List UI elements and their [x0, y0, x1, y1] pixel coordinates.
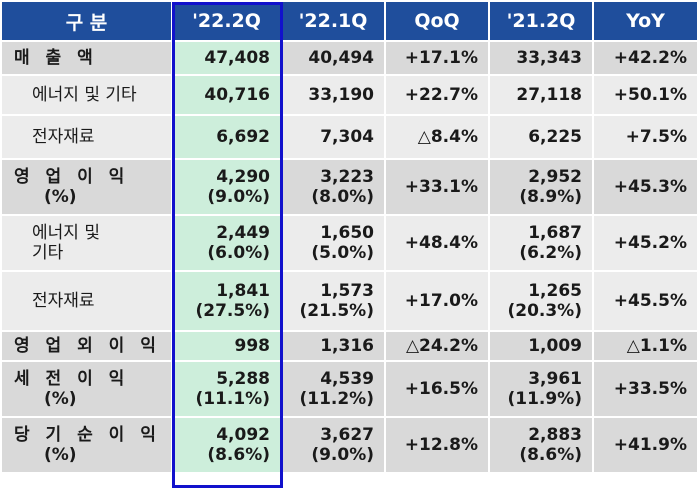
- row-label-pct: (%): [44, 445, 77, 465]
- table-row: 에너지 및 기타 2,449 (6.0%) 1,650 (5.0%) +48.4% 1…: [2, 215, 697, 272]
- cell-22-1q: 1,650 (5.0%): [281, 215, 386, 272]
- header-yoy: YoY: [593, 2, 697, 42]
- cell-22-2q: 47,408: [172, 41, 282, 76]
- cell-22-1q: 7,304: [281, 115, 386, 160]
- row-label-main: 영 업 이 익: [14, 167, 130, 187]
- row-label-main: 세 전 이 익: [14, 369, 130, 389]
- cell-yoy: +45.2%: [593, 215, 697, 272]
- header-category: 구 분: [2, 2, 173, 42]
- cell-22-1q: 3,223 (8.0%): [281, 159, 386, 216]
- row-label: 에너지 및 기타: [2, 215, 173, 272]
- cell-qoq: +12.8%: [385, 417, 490, 474]
- row-label: 영 업 이 익 (%): [2, 159, 173, 216]
- cell-yoy: +42.2%: [593, 41, 697, 76]
- cell-22-1q: 4,539 (11.2%): [281, 361, 386, 418]
- row-label: 당 기 순 이 익 (%): [2, 417, 173, 474]
- cell-22-2q: 4,092 (8.6%): [172, 417, 282, 474]
- cell-yoy: +33.5%: [593, 361, 697, 418]
- row-label: 에너지 및 기타: [2, 75, 173, 116]
- cell-qoq: +17.0%: [385, 271, 490, 332]
- row-label: 세 전 이 익 (%): [2, 361, 173, 418]
- table-row: 전자재료 1,841 (27.5%) 1,573 (21.5%) +17.0% 1,…: [2, 271, 697, 332]
- cell-yoy: +45.3%: [593, 159, 697, 216]
- header-22-2q: '22.2Q: [172, 2, 282, 42]
- cell-qoq: +48.4%: [385, 215, 490, 272]
- header-22-1q: '22.1Q: [281, 2, 386, 42]
- row-label: 전자재료: [2, 115, 173, 160]
- cell-22-2q: 5,288 (11.1%): [172, 361, 282, 418]
- cell-22-2q: 998: [172, 331, 282, 362]
- cell-22-2q: 2,449 (6.0%): [172, 215, 282, 272]
- row-label-pct: (%): [44, 389, 77, 409]
- header-21-2q: '21.2Q: [489, 2, 594, 42]
- table-row: 영 업 외 이 익 998 1,316 △24.2% 1,009 △1.1%: [2, 331, 697, 362]
- cell-21-2q: 2,883 (8.6%): [489, 417, 594, 474]
- cell-qoq: △8.4%: [385, 115, 490, 160]
- cell-22-2q: 4,290 (9.0%): [172, 159, 282, 216]
- row-label: 전자재료: [2, 271, 173, 332]
- cell-22-1q: 1,316: [281, 331, 386, 362]
- cell-22-2q: 1,841 (27.5%): [172, 271, 282, 332]
- financial-table: 구 분 '22.2Q '22.1Q QoQ '21.2Q YoY 매 출 액 4…: [2, 2, 697, 474]
- cell-qoq: +16.5%: [385, 361, 490, 418]
- cell-qoq: +33.1%: [385, 159, 490, 216]
- cell-yoy: +50.1%: [593, 75, 697, 116]
- cell-qoq: △24.2%: [385, 331, 490, 362]
- cell-22-1q: 3,627 (9.0%): [281, 417, 386, 474]
- cell-21-2q: 33,343: [489, 41, 594, 76]
- table-row: 영 업 이 익 (%) 4,290 (9.0%) 3,223 (8.0%) +33.1…: [2, 159, 697, 216]
- row-label: 영 업 외 이 익: [2, 331, 173, 362]
- cell-yoy: +41.9%: [593, 417, 697, 474]
- header-row: 구 분 '22.2Q '22.1Q QoQ '21.2Q YoY: [2, 2, 697, 42]
- row-label-main: 당 기 순 이 익: [14, 425, 161, 445]
- cell-qoq: +22.7%: [385, 75, 490, 116]
- table-row: 에너지 및 기타 40,716 33,190 +22.7% 27,118 +50…: [2, 75, 697, 116]
- cell-21-2q: 1,687 (6.2%): [489, 215, 594, 272]
- cell-yoy: +7.5%: [593, 115, 697, 160]
- cell-21-2q: 6,225: [489, 115, 594, 160]
- table-row: 세 전 이 익 (%) 5,288 (11.1%) 4,539 (11.2%) +16…: [2, 361, 697, 418]
- cell-21-2q: 2,952 (8.9%): [489, 159, 594, 216]
- cell-22-2q: 6,692: [172, 115, 282, 160]
- cell-22-1q: 40,494: [281, 41, 386, 76]
- cell-21-2q: 27,118: [489, 75, 594, 116]
- header-qoq: QoQ: [385, 2, 490, 42]
- cell-yoy: +45.5%: [593, 271, 697, 332]
- cell-21-2q: 3,961 (11.9%): [489, 361, 594, 418]
- table-row: 매 출 액 47,408 40,494 +17.1% 33,343 +42.2%: [2, 41, 697, 76]
- cell-22-1q: 33,190: [281, 75, 386, 116]
- cell-21-2q: 1,265 (20.3%): [489, 271, 594, 332]
- cell-22-2q: 40,716: [172, 75, 282, 116]
- cell-22-1q: 1,573 (21.5%): [281, 271, 386, 332]
- row-label: 매 출 액: [2, 41, 173, 76]
- cell-21-2q: 1,009: [489, 331, 594, 362]
- table-row: 당 기 순 이 익 (%) 4,092 (8.6%) 3,627 (9.0%) +12…: [2, 417, 697, 474]
- row-label-pct: (%): [44, 187, 77, 207]
- cell-yoy: △1.1%: [593, 331, 697, 362]
- cell-qoq: +17.1%: [385, 41, 490, 76]
- table-row: 전자재료 6,692 7,304 △8.4% 6,225 +7.5%: [2, 115, 697, 160]
